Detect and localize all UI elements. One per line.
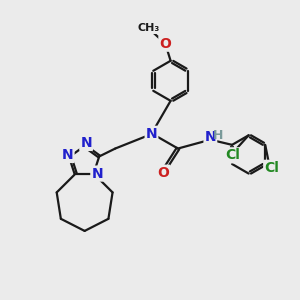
Text: H: H bbox=[213, 129, 224, 142]
Text: O: O bbox=[157, 166, 169, 180]
Text: N: N bbox=[205, 130, 216, 144]
Text: Cl: Cl bbox=[226, 148, 241, 162]
Text: CH₃: CH₃ bbox=[137, 23, 160, 33]
Text: N: N bbox=[92, 167, 103, 181]
Text: N: N bbox=[80, 136, 92, 150]
Text: N: N bbox=[146, 127, 157, 141]
Text: N: N bbox=[62, 148, 74, 162]
Text: O: O bbox=[159, 37, 171, 51]
Text: Cl: Cl bbox=[264, 161, 279, 175]
